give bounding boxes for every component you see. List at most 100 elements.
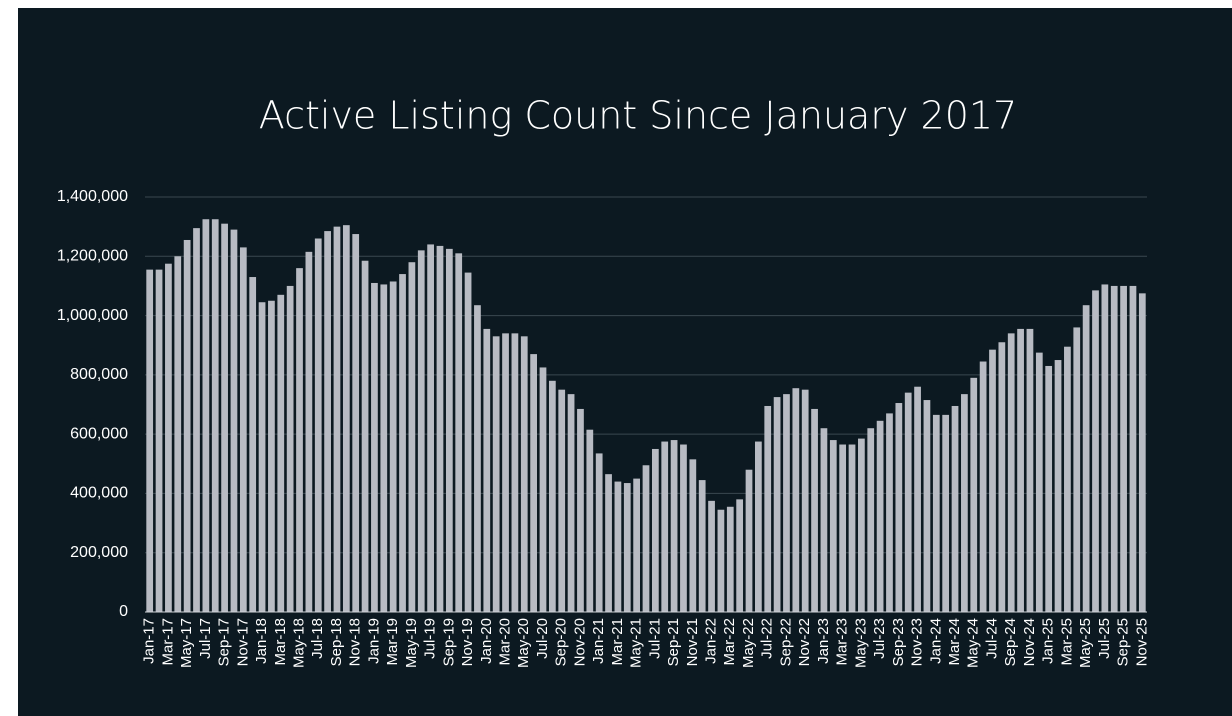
bar	[492, 336, 500, 612]
x-tick-label: Nov-22	[796, 618, 813, 666]
x-tick-label: Mar-21	[609, 618, 626, 666]
bar	[801, 389, 809, 612]
bar	[427, 244, 434, 612]
x-tick-label: Jan-25	[1040, 618, 1057, 664]
y-tick-label: 800,000	[70, 366, 128, 383]
bar	[979, 361, 987, 612]
bar	[408, 262, 416, 612]
bar	[371, 282, 378, 612]
bar	[717, 509, 725, 612]
bar	[1138, 293, 1146, 612]
x-tick-label: Mar-17	[159, 618, 176, 666]
bar	[773, 397, 781, 612]
bar	[333, 226, 341, 612]
x-tick-label: Sep-25	[1115, 618, 1132, 666]
x-tick-label: May-25	[1077, 618, 1094, 668]
bar	[904, 392, 912, 612]
bar	[970, 377, 978, 612]
bar	[520, 336, 528, 612]
bar	[155, 269, 163, 612]
bar	[1092, 290, 1099, 612]
bar	[876, 420, 884, 612]
x-tick-label: Nov-24	[1021, 618, 1038, 666]
bar	[165, 263, 172, 612]
x-tick-label: Mar-20	[497, 618, 514, 666]
bar	[146, 269, 154, 612]
bar	[670, 440, 678, 612]
bar	[211, 219, 219, 612]
bar	[755, 441, 762, 612]
x-tick-label: Jan-18	[253, 618, 270, 664]
bar	[183, 239, 191, 612]
bar	[633, 478, 641, 612]
bar	[586, 429, 594, 612]
bar	[277, 294, 285, 612]
x-tick-label: Sep-20	[553, 618, 570, 666]
bar	[792, 388, 800, 612]
bar	[399, 274, 406, 612]
x-tick-label: May-21	[628, 618, 645, 668]
bar	[296, 268, 303, 612]
x-tick-label: Nov-19	[459, 618, 476, 666]
bar	[1026, 328, 1034, 612]
bar	[1120, 285, 1127, 612]
x-tick-label: Mar-18	[272, 618, 289, 666]
bar	[530, 354, 537, 612]
bar	[352, 234, 360, 612]
y-tick-label: 0	[119, 603, 128, 620]
bar	[848, 444, 856, 612]
chart-title: Active Listing Count Since January 2017	[259, 94, 1017, 138]
bar	[539, 367, 547, 612]
x-tick-label: Nov-23	[909, 618, 926, 666]
x-tick-label: Jan-21	[590, 618, 607, 664]
y-tick-label: 600,000	[70, 425, 128, 442]
x-tick-label: Sep-19	[440, 618, 457, 666]
x-tick-label: Jan-22	[703, 618, 720, 664]
x-tick-label: Nov-18	[347, 618, 364, 666]
bar	[614, 481, 622, 612]
bar	[783, 394, 790, 612]
bar	[698, 480, 706, 612]
bar	[895, 403, 903, 612]
bar	[286, 285, 294, 612]
x-tick-label: May-19	[403, 618, 420, 668]
bar	[380, 284, 388, 612]
bar	[680, 444, 687, 612]
bar	[689, 459, 697, 612]
bar	[202, 219, 210, 612]
bar	[998, 342, 1006, 612]
bar	[1110, 285, 1118, 612]
bar	[1007, 333, 1015, 612]
bar	[989, 349, 996, 612]
bar	[511, 333, 519, 612]
bar	[567, 394, 575, 612]
x-tick-label: Sep-18	[328, 618, 345, 666]
y-tick-label: 200,000	[70, 544, 128, 561]
x-tick-label: Sep-21	[665, 618, 682, 666]
y-tick-label: 400,000	[70, 485, 128, 502]
bar	[502, 333, 509, 612]
x-tick-label: Jul-24	[983, 618, 1000, 659]
bar	[886, 413, 893, 612]
bar	[258, 302, 266, 612]
bar	[651, 448, 659, 612]
bar	[268, 300, 275, 612]
bar	[858, 438, 865, 612]
bar	[1073, 327, 1081, 612]
bar	[736, 499, 744, 612]
bar	[951, 405, 959, 612]
bar	[839, 444, 847, 612]
bar	[745, 469, 753, 612]
bar	[961, 394, 968, 612]
bar	[1101, 284, 1109, 612]
bar	[942, 414, 950, 612]
bar	[708, 500, 715, 612]
y-tick-label: 1,000,000	[57, 307, 128, 324]
bar	[239, 247, 247, 612]
bar	[811, 408, 818, 612]
bar	[1035, 352, 1043, 612]
bar	[483, 328, 491, 612]
bar	[1045, 365, 1053, 612]
y-tick-label: 1,200,000	[57, 248, 128, 265]
